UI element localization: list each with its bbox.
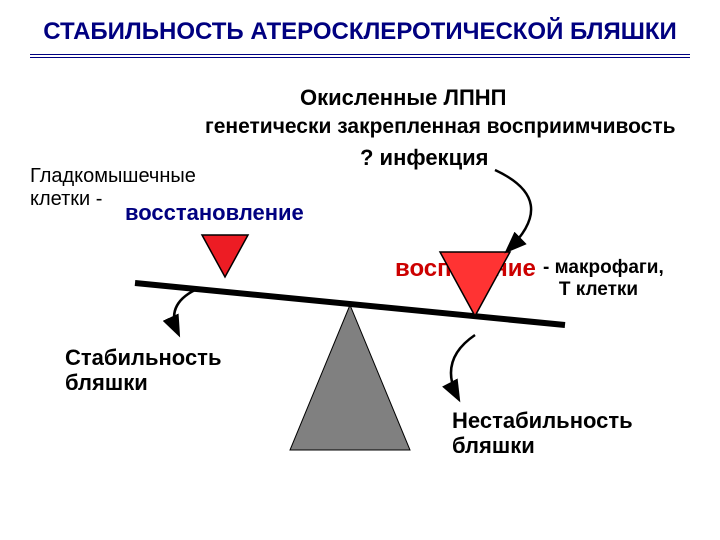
restoration-triangle-icon xyxy=(202,235,248,277)
inflammation-triangle-icon xyxy=(440,252,510,316)
arrow-to-stability xyxy=(174,290,195,333)
arrow-to-instability xyxy=(451,335,475,398)
balance-diagram xyxy=(0,0,720,540)
fulcrum-triangle xyxy=(290,305,410,450)
arrow-infection-to-inflammation xyxy=(495,170,531,250)
